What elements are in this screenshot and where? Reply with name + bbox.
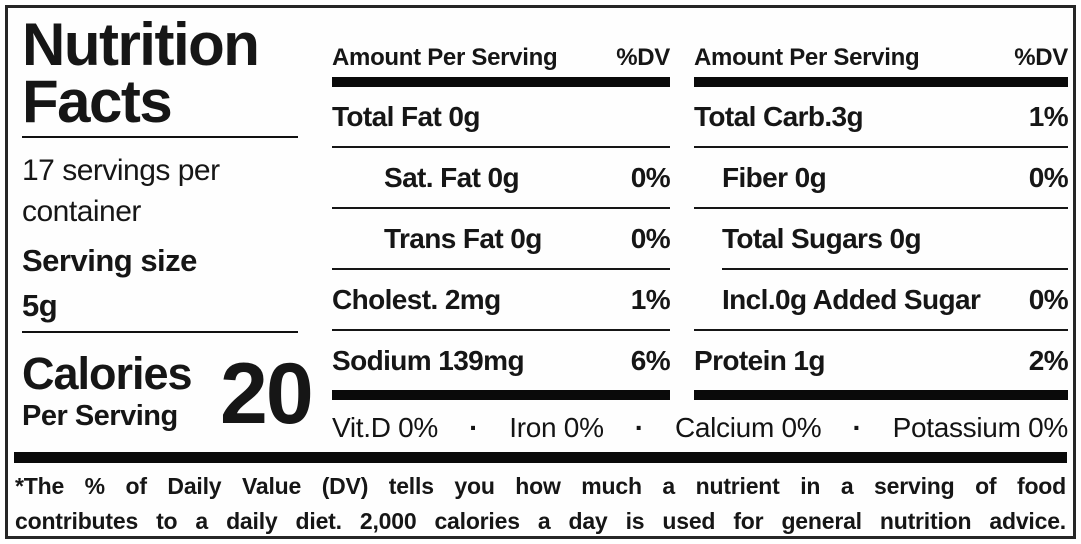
nutrient-dv: 2%	[1028, 344, 1069, 376]
nutrient-row-total-fat: Total Fat 0g	[332, 87, 670, 146]
calories-sublabel: Per Serving	[22, 400, 178, 432]
label-border-frame: Nutrition Facts 17 servings per containe…	[5, 5, 1076, 539]
nutrient-name: Cholest. 2mg	[332, 283, 501, 315]
nutrient-row-trans-fat: Trans Fat 0g 0%	[332, 209, 671, 268]
amount-per-serving-header: Amount Per Serving %DV	[694, 30, 1068, 77]
separator-dot: ·	[852, 412, 862, 443]
micronutrient-iron: Iron 0%	[509, 412, 604, 443]
row-divider	[332, 268, 670, 270]
label-title-line1: Nutrition	[22, 11, 260, 78]
nutrient-dv: 1%	[630, 283, 671, 315]
nutrient-row-total-carb: Total Carb.3g 1%	[694, 87, 1069, 146]
row-divider	[332, 207, 670, 209]
nutrient-dv: 0%	[1028, 161, 1069, 193]
nutrient-dv: 1%	[1028, 100, 1069, 132]
thick-rule	[694, 390, 1068, 400]
nutrient-name: Fiber 0g	[722, 161, 827, 193]
nutrient-dv: 6%	[630, 344, 671, 376]
micronutrient-calcium: Calcium 0%	[674, 412, 822, 443]
nutrient-name: Trans Fat 0g	[384, 222, 542, 254]
nutrient-name: Incl.0g Added Sugar	[722, 283, 981, 315]
row-divider	[722, 268, 1068, 270]
nutrient-panel-carb-protein: Amount Per Serving %DV Total Carb.3g 1% …	[694, 30, 1069, 400]
title-divider	[22, 136, 298, 138]
nutrient-row-added-sugar: Incl.0g Added Sugar 0%	[694, 270, 1069, 329]
separator-dot: ·	[469, 412, 479, 443]
micronutrient-potassium: Potassium 0%	[892, 412, 1069, 443]
servings-line2: container	[22, 195, 141, 228]
amount-header-label: Amount Per Serving	[694, 44, 920, 71]
nutrient-name: Sat. Fat 0g	[384, 161, 520, 193]
nutrient-dv: 0%	[630, 161, 671, 193]
nutrient-name: Sodium 139mg	[332, 344, 525, 376]
serving-size-label: Serving size	[22, 243, 197, 278]
nutrient-dv: 0%	[1028, 283, 1069, 315]
nutrient-row-cholesterol: Cholest. 2mg 1%	[332, 270, 671, 329]
nutrient-dv: 0%	[630, 222, 671, 254]
nutrient-row-protein: Protein 1g 2%	[694, 331, 1069, 390]
micronutrient-vitd: Vit.D 0%	[332, 412, 439, 443]
nutrient-row-sodium: Sodium 139mg 6%	[332, 331, 671, 390]
thick-rule	[694, 77, 1068, 87]
row-divider	[694, 329, 1068, 331]
calories-label: Calories	[22, 348, 193, 399]
dv-header-label: %DV	[616, 44, 670, 71]
row-divider	[332, 329, 670, 331]
nutrient-row-sat-fat: Sat. Fat 0g 0%	[332, 148, 671, 207]
label-title-line2: Facts	[22, 68, 173, 135]
label-title: Nutrition Facts	[22, 11, 260, 135]
daily-value-footnote: *The % of Daily Value (DV) tells you how…	[15, 469, 1066, 539]
calories-value: 20	[220, 346, 314, 442]
serving-size-divider	[22, 331, 298, 333]
row-divider	[694, 146, 1068, 148]
nutrient-row-total-sugars: Total Sugars 0g	[694, 209, 1068, 268]
serving-size: Serving size 5g	[22, 238, 197, 328]
amount-per-serving-header: Amount Per Serving %DV	[332, 30, 670, 77]
footnote-line1: *The % of Daily Value (DV) tells you how…	[15, 473, 1066, 499]
thick-rule	[332, 77, 670, 87]
footnote-thick-rule	[14, 452, 1067, 463]
nutrient-name: Total Carb.3g	[694, 100, 864, 132]
serving-size-value: 5g	[22, 288, 58, 323]
row-divider	[694, 207, 1068, 209]
dv-header-label: %DV	[1014, 44, 1068, 71]
servings-per-container: 17 servings per container	[22, 150, 220, 232]
nutrient-panel-fat-sodium: Amount Per Serving %DV Total Fat 0g Sat.…	[332, 30, 671, 400]
nutrient-name: Total Fat 0g	[332, 100, 480, 132]
amount-header-label: Amount Per Serving	[332, 44, 558, 71]
row-divider	[332, 146, 670, 148]
thick-rule	[332, 390, 670, 400]
servings-line1: 17 servings per	[22, 154, 220, 187]
nutrient-row-fiber: Fiber 0g 0%	[694, 148, 1069, 207]
micronutrients-line: Vit.D 0% · Iron 0% · Calcium 0% · Potass…	[332, 406, 1068, 450]
footnote-line2: contributes to a daily diet. 2,000 calor…	[15, 508, 1066, 534]
separator-dot: ·	[634, 412, 644, 443]
nutrient-name: Protein 1g	[694, 344, 826, 376]
nutrient-name: Total Sugars 0g	[722, 222, 922, 254]
